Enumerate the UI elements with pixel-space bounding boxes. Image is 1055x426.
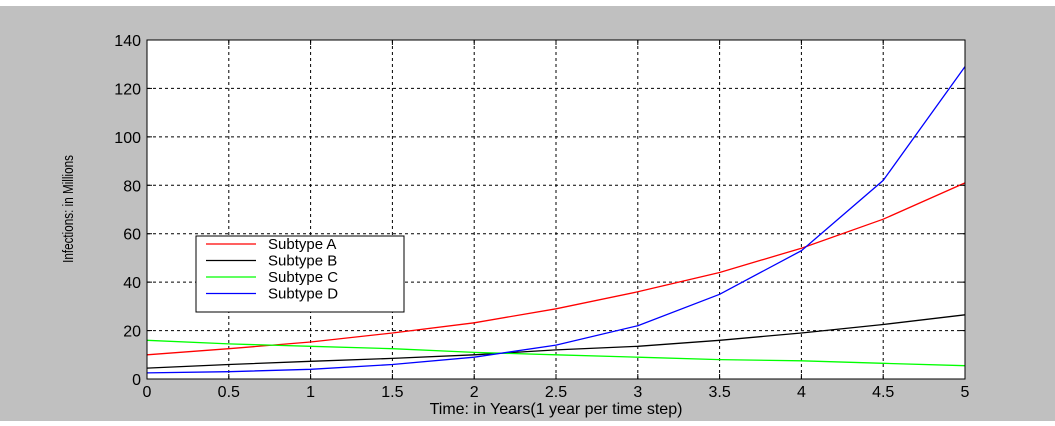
legend-label-subtype-a: Subtype A xyxy=(268,236,336,253)
x-tick-label: 2.5 xyxy=(545,384,567,401)
series-line-subtype-c xyxy=(146,339,966,367)
y-axis-label: Infections: in Millions xyxy=(60,155,77,263)
x-tick-label: 2 xyxy=(470,384,479,401)
x-tick-label: 3.5 xyxy=(708,384,730,401)
x-tick-label: 1 xyxy=(306,384,315,401)
x-tick-label: 0.5 xyxy=(218,384,240,401)
y-tick-label: 80 xyxy=(123,178,141,195)
series-line-subtype-b xyxy=(146,314,966,369)
y-tick-label: 20 xyxy=(123,324,141,341)
x-tick-label: 1.5 xyxy=(381,384,403,401)
y-tick-label: 100 xyxy=(114,130,141,147)
legend-label-subtype-c: Subtype C xyxy=(268,269,338,286)
x-tick-label: 0 xyxy=(143,384,152,401)
y-tick-label: 40 xyxy=(123,275,141,292)
y-tick-label: 0 xyxy=(132,372,141,389)
legend-label-subtype-d: Subtype D xyxy=(268,286,338,303)
axis-ticks: 0 0.5 1 1.5 2 2.5 3 3.5 4 4.5 5 0 20 40 60 80 100 120 140 xyxy=(114,33,969,401)
x-tick-label: 3 xyxy=(633,384,642,401)
series-lines xyxy=(146,66,966,374)
x-tick-label: 4.5 xyxy=(872,384,894,401)
x-axis-label: Time: in Years(1 year per time step) xyxy=(430,401,683,418)
y-tick-label: 120 xyxy=(114,81,141,98)
grid-lines xyxy=(147,40,965,379)
series-line-subtype-d xyxy=(146,66,966,374)
y-tick-label: 140 xyxy=(114,33,141,50)
legend-label-subtype-b: Subtype B xyxy=(268,253,337,270)
x-tick-label: 5 xyxy=(961,384,970,401)
x-tick-label: 4 xyxy=(797,384,806,401)
series-line-subtype-a xyxy=(146,182,966,356)
legend-box xyxy=(195,235,405,313)
y-tick-label: 60 xyxy=(123,227,141,244)
